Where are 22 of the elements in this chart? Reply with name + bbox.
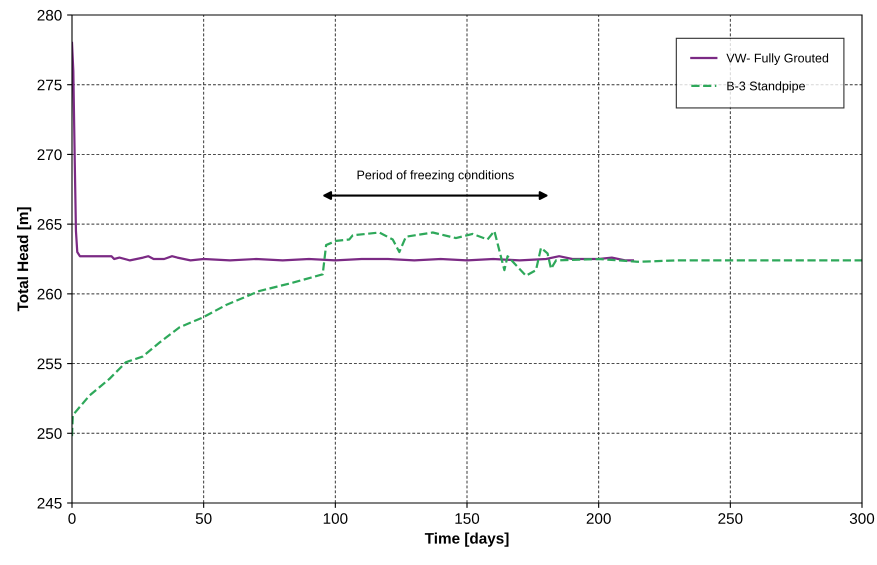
x-tick-label: 0 [68,513,76,524]
y-axis-title: Total Head [m] [16,207,32,312]
x-tick-label: 200 [586,513,611,524]
x-tick-label: 100 [324,513,348,524]
y-tick-label: 260 [38,288,62,300]
y-tick-label: 250 [38,428,62,439]
x-tick-label: 50 [196,513,212,524]
legend-label: B-3 Standpipe [727,81,805,93]
x-tick-label: 250 [718,513,742,524]
line-series [72,230,862,438]
x-tick-label: 150 [455,513,480,524]
y-tick-label: 245 [38,498,62,509]
line-series [72,42,634,262]
legend-label: VW- Fully Grouted [726,53,828,65]
annotation: Period of freezing conditions [358,170,514,182]
y-tick-label: 280 [38,10,62,21]
y-tick-label: 255 [38,358,62,370]
x-tick-label: 300 [850,513,874,524]
y-tick-label: 275 [38,80,62,90]
y-tick-label: 265 [38,219,62,230]
x-axis-title: Time [days] [424,532,508,547]
y-tick-label: 270 [38,149,62,160]
